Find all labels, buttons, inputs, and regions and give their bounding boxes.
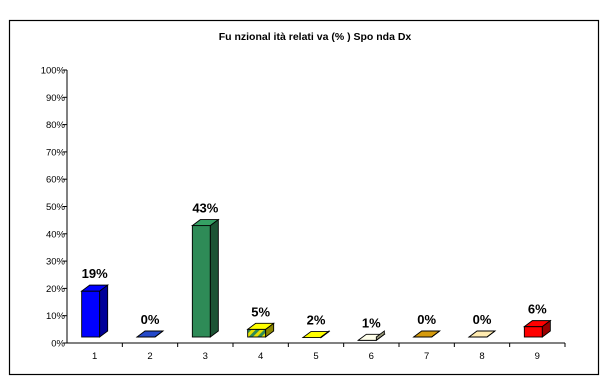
data-label: 0%	[473, 312, 492, 327]
bar-front-face	[82, 291, 100, 337]
data-label: 6%	[528, 302, 547, 317]
bar	[192, 220, 218, 337]
bar-side-face	[100, 285, 108, 337]
data-label: 43%	[192, 201, 218, 216]
y-tick-label: 40%	[46, 229, 66, 240]
bar-front-face	[524, 327, 542, 337]
bar-front-face	[248, 329, 266, 337]
x-tick-label: 1	[92, 351, 97, 362]
y-tick-label: 20%	[46, 284, 66, 295]
y-tick-label: 80%	[46, 120, 66, 131]
x-tick-label: 2	[147, 351, 152, 362]
x-tick-label: 9	[535, 351, 540, 362]
y-tick-label: 50%	[46, 202, 66, 213]
y-tick-label: 60%	[46, 175, 66, 186]
data-label: 0%	[417, 312, 436, 327]
y-tick-label: 30%	[46, 257, 66, 268]
y-tick-label: 70%	[46, 147, 66, 158]
data-label: 1%	[362, 315, 381, 330]
bar	[82, 285, 108, 337]
x-tick-label: 5	[313, 351, 318, 362]
chart-title: Fu nzional ità relati va (% ) Spo nda Dx	[219, 31, 412, 43]
data-label: 0%	[141, 312, 160, 327]
data-label: 19%	[82, 266, 108, 281]
data-label: 2%	[307, 313, 326, 328]
y-tick-label: 0%	[51, 339, 65, 350]
x-tick-label: 8	[479, 351, 484, 362]
y-tick-label: 100%	[41, 66, 66, 77]
y-tick-label: 10%	[46, 311, 66, 322]
bar-side-face	[210, 220, 218, 337]
data-label: 5%	[251, 304, 270, 319]
y-tick-label: 90%	[46, 93, 66, 104]
x-tick-label: 7	[424, 351, 429, 362]
x-tick-label: 6	[369, 351, 374, 362]
x-tick-label: 3	[203, 351, 208, 362]
bar-front-face	[192, 226, 210, 337]
x-tick-label: 4	[258, 351, 263, 362]
